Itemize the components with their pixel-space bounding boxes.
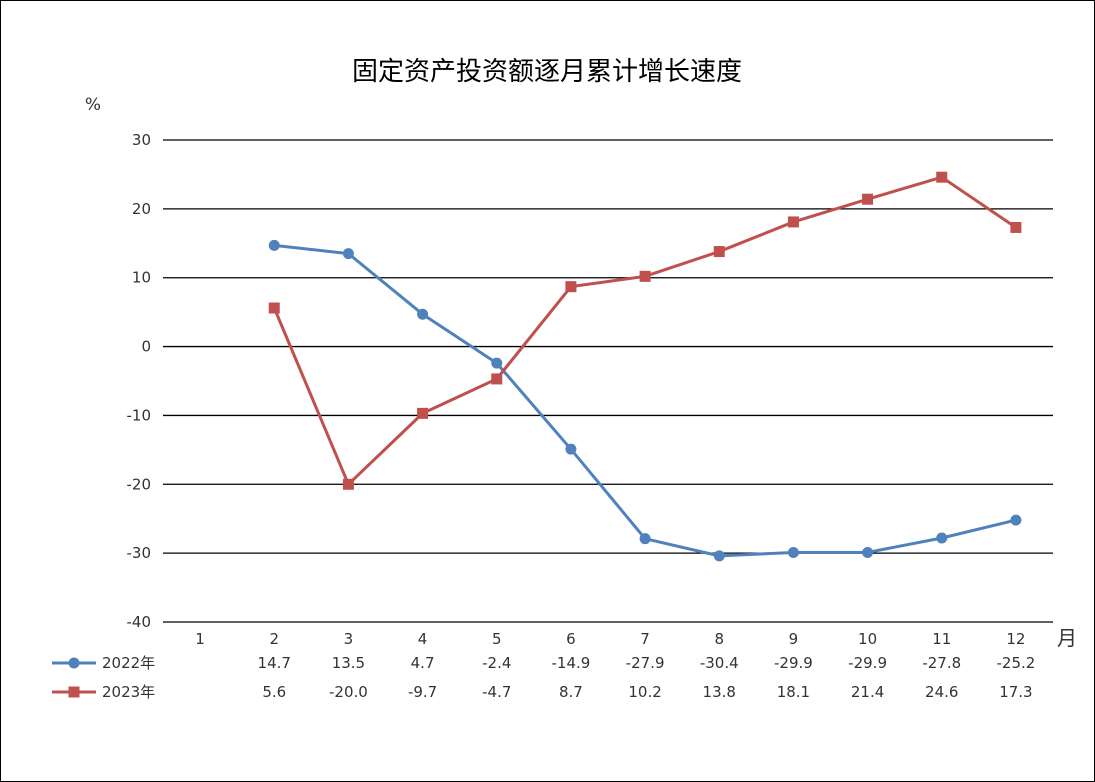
table-value: -20.0 [329,683,368,701]
x-tick-label: 8 [714,630,724,648]
table-value: -29.9 [848,654,887,672]
y-axis-ticks: 30 20 10 0 -10 -20 -30 -40 [127,131,152,631]
data-point [639,270,651,282]
legend-marker [68,686,80,698]
table-value: 13.8 [703,683,736,701]
data-point [1010,221,1022,233]
data-point [713,246,725,258]
data-point [787,216,799,228]
data-point [417,407,429,419]
table-value: 14.7 [258,654,291,672]
y-tick-label: 10 [132,269,151,287]
x-tick-label: 2 [269,630,279,648]
data-point [787,546,799,558]
table-value: -29.9 [774,654,813,672]
x-tick-label: 3 [344,630,354,648]
y-tick-label: 0 [141,338,151,356]
table-value: -27.8 [922,654,961,672]
data-point [342,248,354,260]
legend-label: 2022年 [102,654,155,672]
data-table: 2022年 14.7 13.5 4.7 -2.4 -14.9 -27.9 -30.4 -29.9… [52,654,1035,701]
series-line-2023年 [272,175,1017,486]
table-value: -9.7 [408,683,437,701]
data-point [713,550,725,562]
x-tick-label: 6 [566,630,576,648]
data-point [565,443,577,455]
x-tick-label: 9 [789,630,799,648]
x-tick-label: 1 [195,630,205,648]
data-point [491,373,503,385]
data-point [639,533,651,545]
x-axis-ticks: 1 2 3 4 5 6 7 8 9 10 11 12 [195,630,1025,648]
data-point [417,308,429,320]
table-value: 4.7 [411,654,435,672]
table-value: -25.2 [997,654,1036,672]
x-tick-label: 5 [492,630,502,648]
y-tick-label: -30 [127,544,152,562]
legend-marker [68,657,80,669]
data-point [1010,514,1022,526]
data-point [268,302,280,314]
legend-label: 2023年 [102,683,155,701]
table-value: 13.5 [332,654,365,672]
table-value: 21.4 [851,683,884,701]
gridlines [163,139,1053,623]
table-value: 8.7 [559,683,583,701]
y-tick-label: -20 [127,475,152,493]
data-point [862,193,874,205]
data-point [342,478,354,490]
y-tick-label: -40 [127,613,152,631]
table-value: 17.3 [999,683,1032,701]
data-point [936,532,948,544]
x-tick-label: 11 [932,630,951,648]
table-value: -14.9 [552,654,591,672]
y-axis-unit: % [85,95,101,115]
series-line-2022年 [274,243,1017,558]
x-tick-label: 10 [858,630,877,648]
table-value: 24.6 [925,683,958,701]
data-point [565,281,577,293]
table-value: 5.6 [262,683,286,701]
chart-title: 固定资产投资额逐月累计增长速度 [352,57,742,87]
x-tick-label: 4 [418,630,428,648]
x-tick-label: 7 [640,630,650,648]
table-value: -4.7 [482,683,511,701]
data-point [936,171,948,183]
data-point [268,239,280,251]
data-point [862,546,874,558]
y-tick-label: 30 [132,131,151,149]
y-tick-label: -10 [127,406,152,424]
table-value: -30.4 [700,654,739,672]
y-tick-label: 20 [132,200,151,218]
x-tick-label: 12 [1006,630,1025,648]
table-value: -27.9 [626,654,665,672]
table-value: 18.1 [777,683,810,701]
table-value: -2.4 [482,654,511,672]
data-point [491,357,503,369]
x-axis-unit: 月 [1057,626,1077,650]
table-value: 10.2 [628,683,661,701]
series-layer [268,171,1022,562]
